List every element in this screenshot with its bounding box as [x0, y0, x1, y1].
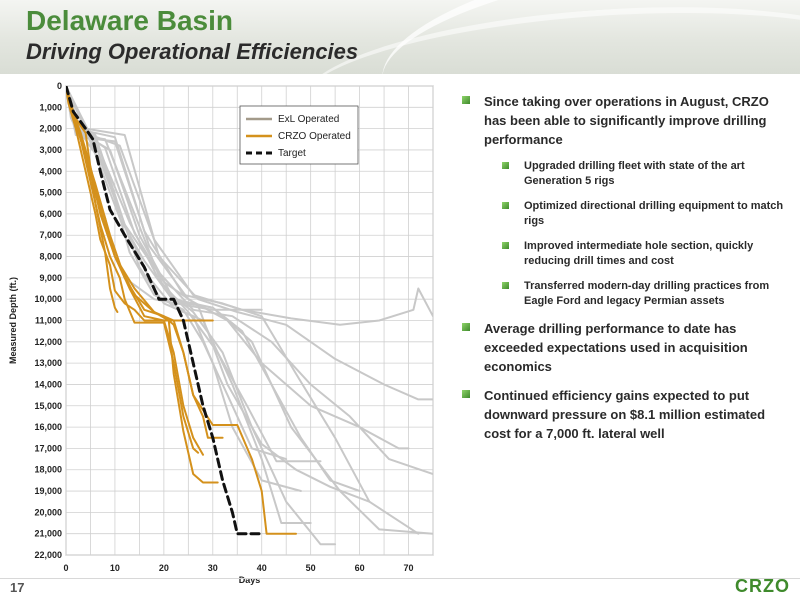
x-tick-label: 50 [306, 563, 316, 573]
exl-series-line [66, 86, 433, 535]
y-tick-label: 20,000 [34, 507, 62, 517]
y-tick-label: 17,000 [34, 443, 62, 453]
sub-bullet-item: Transferred modern-day drilling practice… [502, 279, 792, 309]
x-tick-label: 30 [208, 563, 218, 573]
sub-bullet-item: Upgraded drilling fleet with state of th… [502, 159, 792, 189]
x-tick-label: 10 [110, 563, 120, 573]
x-tick-label: 40 [257, 563, 267, 573]
bullet-text: Upgraded drilling fleet with state of th… [524, 160, 745, 187]
slide-subtitle: Driving Operational Efficiencies [26, 39, 359, 64]
legend-label: ExL Operated [278, 114, 339, 125]
legend-label: Target [278, 148, 306, 159]
sub-bullet-item: Optimized directional drilling equipment… [502, 199, 792, 229]
bullet-item: Continued efficiency gains expected to p… [462, 386, 792, 443]
y-tick-label: 18,000 [34, 465, 62, 475]
y-tick-label: 8,000 [39, 252, 62, 262]
legend-label: CRZO Operated [278, 131, 351, 142]
bullet-marker-icon [502, 282, 509, 289]
bullet-marker-icon [462, 390, 470, 398]
y-tick-label: 9,000 [39, 273, 62, 283]
exl-series-line [66, 86, 433, 326]
bullet-text: Improved intermediate hole section, quic… [524, 240, 754, 267]
slide-title: Delaware Basin [26, 5, 233, 36]
exl-series-line [66, 86, 322, 463]
bullet-text: Continued efficiency gains expected to p… [484, 388, 766, 441]
y-tick-label: 14,000 [34, 379, 62, 389]
bullet-text: Since taking over operations in August, … [484, 94, 769, 147]
x-axis-label: Days [239, 575, 261, 585]
exl-series-line [66, 86, 337, 546]
y-tick-label: 11,000 [35, 316, 62, 326]
page-number: 17 [10, 580, 25, 595]
bullet-text: Transferred modern-day drilling practice… [524, 280, 770, 307]
target-series-line [66, 86, 264, 536]
bullet-marker-icon [462, 323, 470, 331]
chart-svg: 0 1,000 2,000 3,000 4,000 5,000 6,000 7,000 8,00… [8, 81, 434, 585]
footer-divider [0, 578, 800, 579]
y-tick-label: 1,000 [39, 102, 62, 112]
exl-series-line [66, 86, 371, 503]
x-tick-label: 20 [159, 563, 169, 573]
bullet-item: Since taking over operations in August, … [462, 92, 792, 149]
bullet-marker-icon [502, 162, 509, 169]
y-tick-label: 21,000 [34, 529, 62, 539]
y-tick-label: 19,000 [34, 486, 62, 496]
y-tick-label: 6,000 [39, 209, 62, 219]
x-tick-label: 70 [404, 563, 414, 573]
bullet-list: Since taking over operations in August, … [462, 92, 792, 453]
y-tick-label: 16,000 [34, 422, 62, 432]
crzo-series-line [66, 86, 214, 322]
drilling-depth-chart: 0 1,000 2,000 3,000 4,000 5,000 6,000 7,000 8,00… [0, 78, 445, 590]
sub-bullet-item: Improved intermediate hole section, quic… [502, 239, 792, 269]
bullet-marker-icon [462, 96, 470, 104]
y-tick-label: 22,000 [34, 550, 62, 560]
y-tick-label: 5,000 [39, 188, 62, 198]
y-tick-label: 10,000 [34, 294, 62, 304]
y-tick-label: 3,000 [39, 145, 62, 155]
y-tick-label: 7,000 [39, 230, 62, 240]
y-tick-label: 0 [57, 81, 62, 91]
crzo-series-line [66, 86, 297, 535]
x-tick-label: 0 [63, 563, 68, 573]
x-tick-label: 60 [355, 563, 365, 573]
y-axis-label: Measured Depth (ft.) [8, 277, 18, 364]
bullet-text: Optimized directional drilling equipment… [524, 200, 784, 227]
y-tick-label: 4,000 [39, 166, 62, 176]
y-tick-label: 2,000 [39, 124, 62, 134]
y-tick-label: 12,000 [34, 337, 62, 347]
bullet-marker-icon [502, 242, 509, 249]
slide-header: Delaware Basin Driving Operational Effic… [0, 0, 800, 74]
y-tick-label: 13,000 [34, 358, 62, 368]
bullet-marker-icon [502, 202, 509, 209]
company-logo: CRZO [735, 576, 790, 596]
y-tick-label: 15,000 [34, 401, 62, 411]
bullet-text: Average drilling performance to date has… [484, 321, 748, 374]
exl-series-line [66, 86, 433, 401]
bullet-item: Average drilling performance to date has… [462, 319, 792, 376]
